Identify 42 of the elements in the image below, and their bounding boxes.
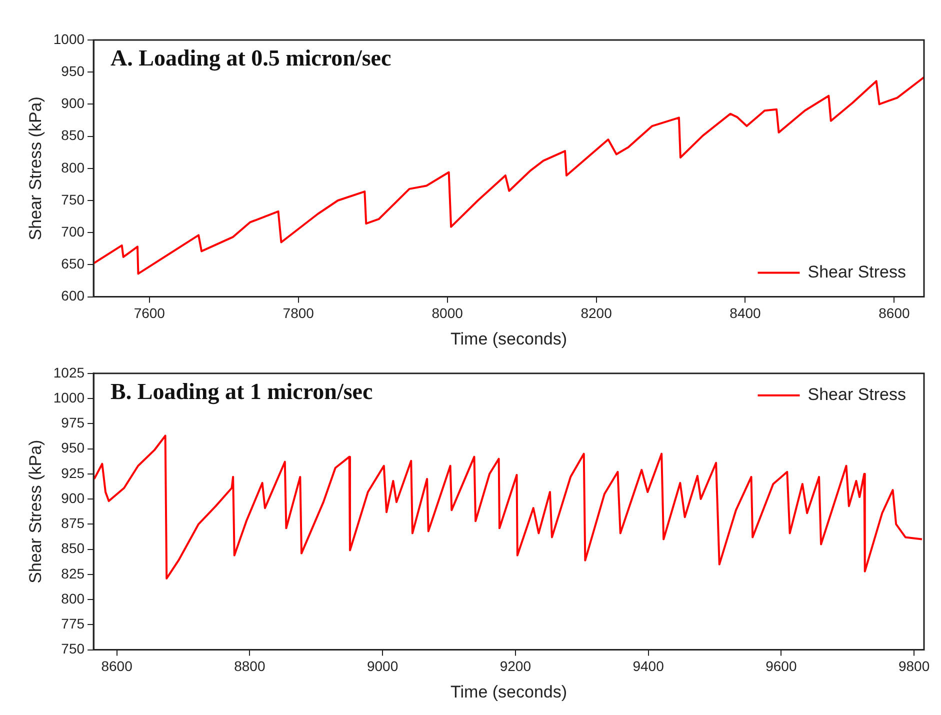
y-tick-label: 950 — [61, 440, 85, 456]
y-tick-label: 900 — [61, 490, 85, 506]
y-tick-label: 925 — [61, 464, 85, 481]
x-tick-label: 9200 — [500, 658, 532, 674]
y-tick-label: 1000 — [53, 30, 85, 47]
chart-title: A. Loading at 0.5 micron/sec — [110, 45, 392, 72]
x-tick-label: 8600 — [101, 658, 133, 674]
x-tick-label: 8200 — [580, 305, 612, 322]
y-tick-label: 800 — [61, 590, 85, 606]
x-tick-label: 7800 — [282, 305, 314, 322]
y-tick-label: 1025 — [53, 364, 85, 380]
y-tick-label: 700 — [61, 223, 85, 240]
x-tick-label: 9000 — [366, 658, 398, 674]
y-tick-label: 600 — [61, 288, 85, 304]
y-tick-label: 850 — [61, 540, 85, 556]
y-tick-label: 850 — [61, 127, 85, 144]
x-tick-label: 7600 — [134, 305, 166, 322]
x-tick-label: 8400 — [730, 305, 762, 322]
x-tick-label: 8600 — [878, 305, 910, 322]
legend-label: Shear Stress — [808, 385, 906, 404]
x-axis-title: Time (seconds) — [450, 329, 568, 348]
y-tick-label: 1000 — [53, 389, 85, 406]
y-tick-label: 975 — [61, 414, 85, 431]
x-tick-label: 8800 — [234, 658, 266, 674]
x-tick-label: 9600 — [766, 658, 797, 674]
y-tick-label: 775 — [61, 616, 85, 632]
y-tick-label: 900 — [61, 95, 85, 112]
x-axis-title: Time (seconds) — [450, 682, 568, 702]
y-tick-label: 950 — [61, 62, 85, 79]
chart-title: B. Loading at 1 micron/sec — [110, 378, 373, 405]
y-tick-label: 750 — [61, 640, 85, 657]
y-tick-label: 750 — [61, 191, 85, 208]
y-axis-title: Shear Stress (kPa) — [26, 96, 45, 240]
y-axis-title: Shear Stress (kPa) — [26, 440, 45, 584]
y-tick-label: 800 — [61, 159, 85, 176]
y-tick-label: 875 — [61, 515, 85, 532]
legend-label: Shear Stress — [808, 262, 906, 282]
x-tick-label: 8000 — [432, 305, 464, 322]
y-tick-label: 650 — [61, 256, 85, 272]
y-tick-label: 825 — [61, 565, 85, 582]
x-tick-label: 9400 — [632, 658, 664, 674]
x-tick-label: 9800 — [898, 658, 930, 674]
